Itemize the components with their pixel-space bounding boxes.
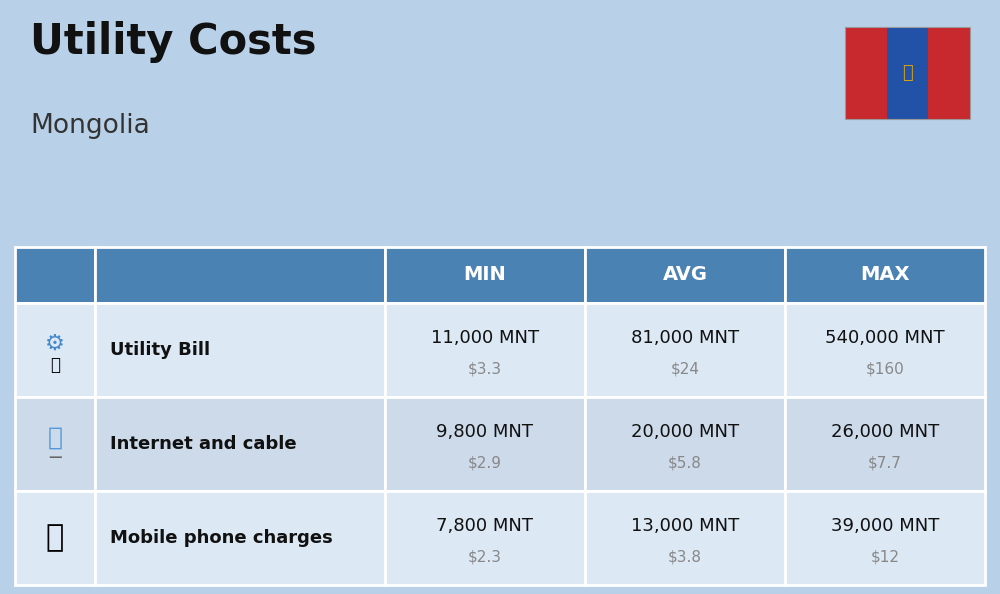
Bar xyxy=(15,247,95,303)
Bar xyxy=(15,303,95,397)
Text: 540,000 MNT: 540,000 MNT xyxy=(825,328,945,347)
Bar xyxy=(585,303,785,397)
Text: Internet and cable: Internet and cable xyxy=(110,435,297,453)
Text: ─: ─ xyxy=(49,450,61,468)
Bar xyxy=(95,491,385,585)
Text: $7.7: $7.7 xyxy=(868,456,902,470)
Text: 13,000 MNT: 13,000 MNT xyxy=(631,517,739,535)
Text: MAX: MAX xyxy=(860,266,910,284)
Bar xyxy=(785,397,985,491)
Bar xyxy=(385,247,585,303)
Bar xyxy=(95,397,385,491)
Text: AVG: AVG xyxy=(662,266,708,284)
Text: ᠁: ᠁ xyxy=(902,64,913,82)
Text: ⚙: ⚙ xyxy=(45,334,65,354)
Text: $2.3: $2.3 xyxy=(468,549,502,564)
Bar xyxy=(785,303,985,397)
Text: 11,000 MNT: 11,000 MNT xyxy=(431,328,539,347)
Text: $12: $12 xyxy=(870,549,900,564)
Text: 39,000 MNT: 39,000 MNT xyxy=(831,517,939,535)
Bar xyxy=(385,397,585,491)
Bar xyxy=(95,247,385,303)
Text: MIN: MIN xyxy=(464,266,506,284)
Bar xyxy=(385,303,585,397)
Bar xyxy=(928,27,970,119)
Bar xyxy=(845,27,887,119)
Text: 📶: 📶 xyxy=(48,426,62,450)
Text: $3.3: $3.3 xyxy=(468,361,502,376)
Text: 81,000 MNT: 81,000 MNT xyxy=(631,328,739,347)
Bar xyxy=(95,303,385,397)
Text: 26,000 MNT: 26,000 MNT xyxy=(831,423,939,441)
Bar xyxy=(785,247,985,303)
Text: Mobile phone charges: Mobile phone charges xyxy=(110,529,333,547)
Text: Utility Bill: Utility Bill xyxy=(110,341,210,359)
Bar xyxy=(585,397,785,491)
Bar xyxy=(385,491,585,585)
Bar xyxy=(585,491,785,585)
Text: Mongolia: Mongolia xyxy=(30,113,150,139)
Text: $3.8: $3.8 xyxy=(668,549,702,564)
Bar xyxy=(585,247,785,303)
Bar xyxy=(887,27,928,119)
Bar xyxy=(15,491,95,585)
Text: 🔌: 🔌 xyxy=(50,356,60,374)
Text: $2.9: $2.9 xyxy=(468,456,502,470)
Text: $160: $160 xyxy=(866,361,904,376)
Bar xyxy=(845,27,970,119)
Text: $5.8: $5.8 xyxy=(668,456,702,470)
Text: 7,800 MNT: 7,800 MNT xyxy=(436,517,534,535)
Text: Utility Costs: Utility Costs xyxy=(30,21,316,63)
Bar xyxy=(15,397,95,491)
Text: $24: $24 xyxy=(670,361,700,376)
Bar xyxy=(785,491,985,585)
Text: 9,800 MNT: 9,800 MNT xyxy=(436,423,534,441)
Text: 📱: 📱 xyxy=(46,523,64,552)
Text: 20,000 MNT: 20,000 MNT xyxy=(631,423,739,441)
